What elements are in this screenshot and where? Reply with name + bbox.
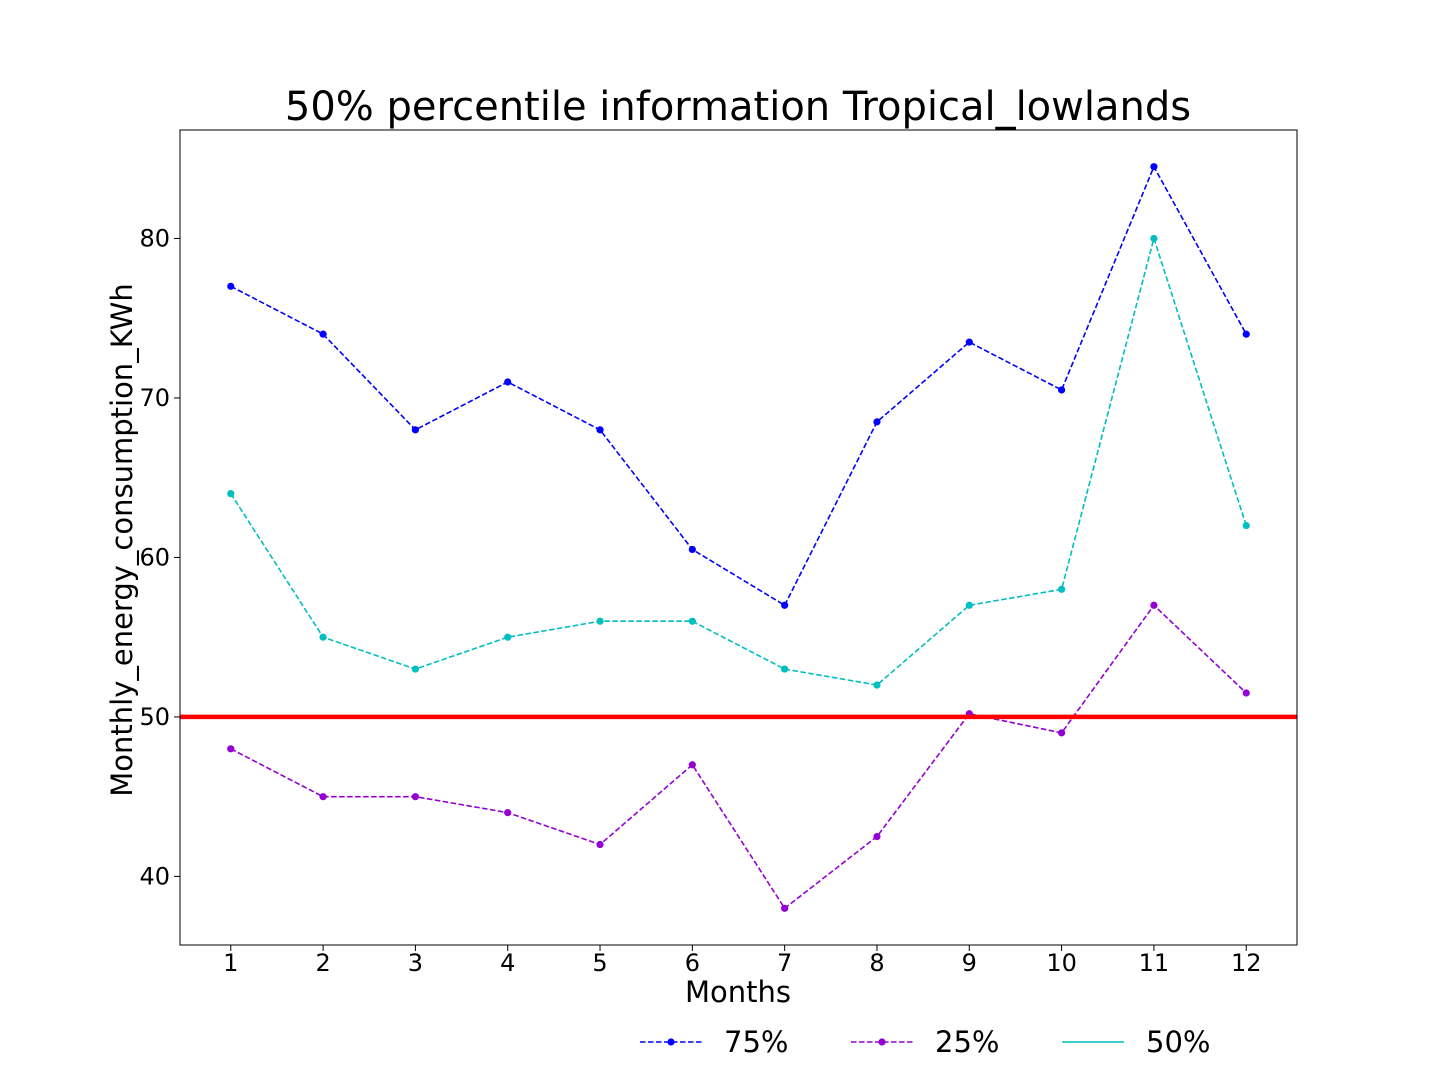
y-tick-label: 60 [139, 543, 170, 571]
chart-title: 50% percentile information Tropical_lowl… [285, 84, 1191, 130]
x-tick-label: 12 [1231, 949, 1262, 977]
series-line [230, 164, 1247, 607]
data-point [411, 426, 419, 434]
data-point [504, 809, 512, 817]
x-axis-ticks: 1 2 3 4 5 6 7 8 9 10 11 12 [223, 945, 1262, 977]
data-point [227, 745, 235, 753]
series-line [230, 604, 1247, 910]
data-point [1150, 601, 1158, 609]
plot-frame [179, 129, 1298, 946]
data-point [1058, 585, 1066, 593]
y-tick-label: 50 [139, 703, 170, 731]
x-tick-label: 10 [1046, 949, 1077, 977]
y-axis-ticks: 40 50 60 70 80 [139, 224, 180, 890]
legend-item: 75% [640, 1025, 788, 1059]
data-point [411, 793, 419, 801]
x-tick-label: 6 [685, 949, 700, 977]
data-point [873, 681, 881, 689]
legend-label: 50% [1146, 1025, 1210, 1059]
data-point [504, 378, 512, 386]
data-point [319, 633, 327, 641]
data-point [688, 545, 696, 554]
x-axis-label: Months [685, 975, 791, 1009]
legend-item: 50% [1062, 1025, 1210, 1059]
x-tick-label: 8 [869, 949, 884, 977]
x-tick-label: 2 [315, 949, 330, 977]
y-tick-label: 40 [139, 862, 170, 890]
x-tick-label: 7 [777, 949, 792, 977]
x-tick-label: 3 [408, 949, 423, 977]
data-point [781, 665, 789, 673]
data-point [504, 633, 512, 641]
x-tick-label: 5 [592, 949, 607, 977]
data-point [1242, 689, 1250, 697]
data-point [1242, 521, 1250, 530]
y-tick-label: 70 [139, 384, 170, 412]
data-point [227, 490, 235, 498]
legend-marker [667, 1038, 675, 1046]
legend-marker [878, 1038, 886, 1046]
legend-label: 75% [724, 1025, 788, 1059]
y-axis-label: Monthly_energy_consumption_KWh [105, 283, 139, 796]
data-point [873, 832, 881, 841]
legend-item: 25% [851, 1025, 999, 1059]
data-point [227, 282, 235, 290]
data-point [596, 840, 604, 849]
data-point [873, 418, 881, 426]
data-point [1058, 729, 1066, 737]
data-point [688, 617, 696, 625]
x-tick-label: 11 [1139, 949, 1170, 977]
plot-area [180, 163, 1297, 912]
x-tick-label: 9 [962, 949, 977, 977]
data-point [781, 904, 789, 912]
x-tick-label: 4 [500, 949, 515, 977]
legend-label: 25% [935, 1025, 999, 1059]
x-tick-label: 1 [223, 949, 238, 977]
data-point [596, 426, 604, 434]
data-point [1058, 386, 1066, 394]
legend: 75% 25% 50% [640, 1025, 1210, 1059]
data-point [688, 761, 696, 769]
data-point [319, 330, 327, 338]
series-1 [227, 163, 1250, 609]
data-point [1150, 163, 1158, 171]
data-point [965, 601, 973, 609]
data-point [319, 793, 327, 801]
series-line [230, 235, 1247, 686]
data-point [1242, 330, 1250, 338]
data-point [411, 665, 419, 673]
series-3 [227, 234, 1250, 689]
data-point [596, 617, 604, 625]
y-tick-label: 80 [139, 224, 170, 252]
data-point [781, 601, 789, 609]
data-point [965, 338, 973, 346]
data-point [1150, 234, 1158, 243]
series-2 [227, 601, 1250, 912]
